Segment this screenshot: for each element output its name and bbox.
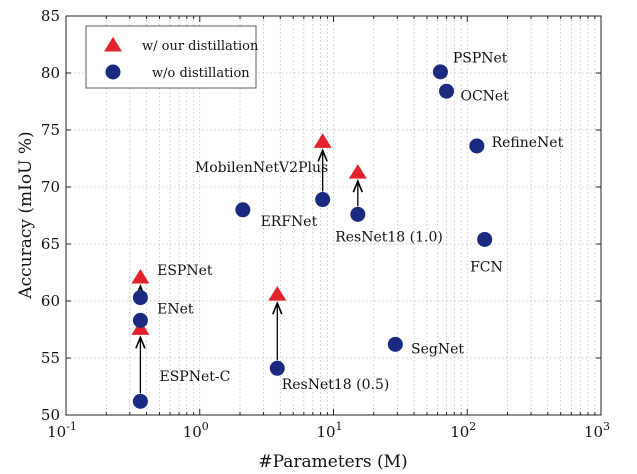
y-tick-label: 80 xyxy=(41,64,60,82)
circle-point xyxy=(132,393,148,409)
arrow-head xyxy=(272,301,283,315)
point-label: ERFNet xyxy=(261,214,318,230)
y-tick-label: 75 xyxy=(41,121,60,139)
x-tick-label: 103 xyxy=(584,420,610,441)
x-tick-label: 100 xyxy=(183,420,209,441)
point-label: ESPNet xyxy=(157,263,213,279)
point-label: ENet xyxy=(157,302,194,318)
x-axis-label: #Parameters (M) xyxy=(258,452,407,472)
circle-point xyxy=(350,206,366,222)
legend-label: w/o distillation xyxy=(152,66,250,81)
circle-point xyxy=(477,231,493,247)
legend-label: w/ our distillation xyxy=(142,39,259,54)
point-label: ResNet18 (0.5) xyxy=(282,377,390,393)
x-tick-label: 10-1 xyxy=(47,420,77,441)
circle-point xyxy=(235,202,251,218)
arrow-head xyxy=(317,148,328,162)
circle-point xyxy=(269,360,285,376)
circle-point xyxy=(132,290,148,306)
point-label: RefineNet xyxy=(492,135,564,151)
y-tick-label: 85 xyxy=(41,7,60,25)
data-points xyxy=(131,64,493,409)
point-label: PSPNet xyxy=(453,51,508,67)
x-tick-label: 101 xyxy=(316,420,342,441)
circle-point xyxy=(387,336,403,352)
x-tick-label: 102 xyxy=(450,420,476,441)
point-label: FCN xyxy=(470,259,503,275)
point-label: SegNet xyxy=(411,341,464,357)
triangle-point xyxy=(131,268,150,284)
improvement-arrows xyxy=(135,148,364,394)
axis-ticks: 50 55 60 65 70 75 80 85 10-1 100 101 102 103 xyxy=(41,7,610,441)
legend: w/ our distillation w/o distillation xyxy=(85,25,259,89)
y-axis-label: Accuracy (mIoU %) xyxy=(16,131,36,299)
triangle-point xyxy=(313,133,332,148)
y-tick-label: 50 xyxy=(41,406,60,424)
point-label: OCNet xyxy=(460,88,509,104)
y-tick-label: 60 xyxy=(41,292,60,310)
circle-point xyxy=(439,83,455,99)
point-label: ResNet18 (1.0) xyxy=(335,230,443,246)
legend-circle-icon xyxy=(105,64,121,80)
triangle-point xyxy=(348,164,367,179)
circle-point xyxy=(315,192,331,208)
triangle-point xyxy=(268,286,287,301)
y-tick-label: 65 xyxy=(41,235,60,253)
point-annotations: PSPNet OCNet RefineNet MobilenNetV2Plus ERFN… xyxy=(157,51,563,393)
legend-triangle-icon xyxy=(104,36,122,52)
circle-point xyxy=(132,312,148,328)
circle-point xyxy=(432,64,448,80)
y-tick-label: 55 xyxy=(41,349,60,367)
point-label: MobilenNetV2Plus xyxy=(195,160,328,176)
arrow-head xyxy=(352,179,364,193)
point-label: ESPNet-C xyxy=(159,369,230,385)
y-tick-label: 70 xyxy=(41,178,60,196)
arrow-head xyxy=(135,335,146,349)
circle-point xyxy=(469,138,485,154)
